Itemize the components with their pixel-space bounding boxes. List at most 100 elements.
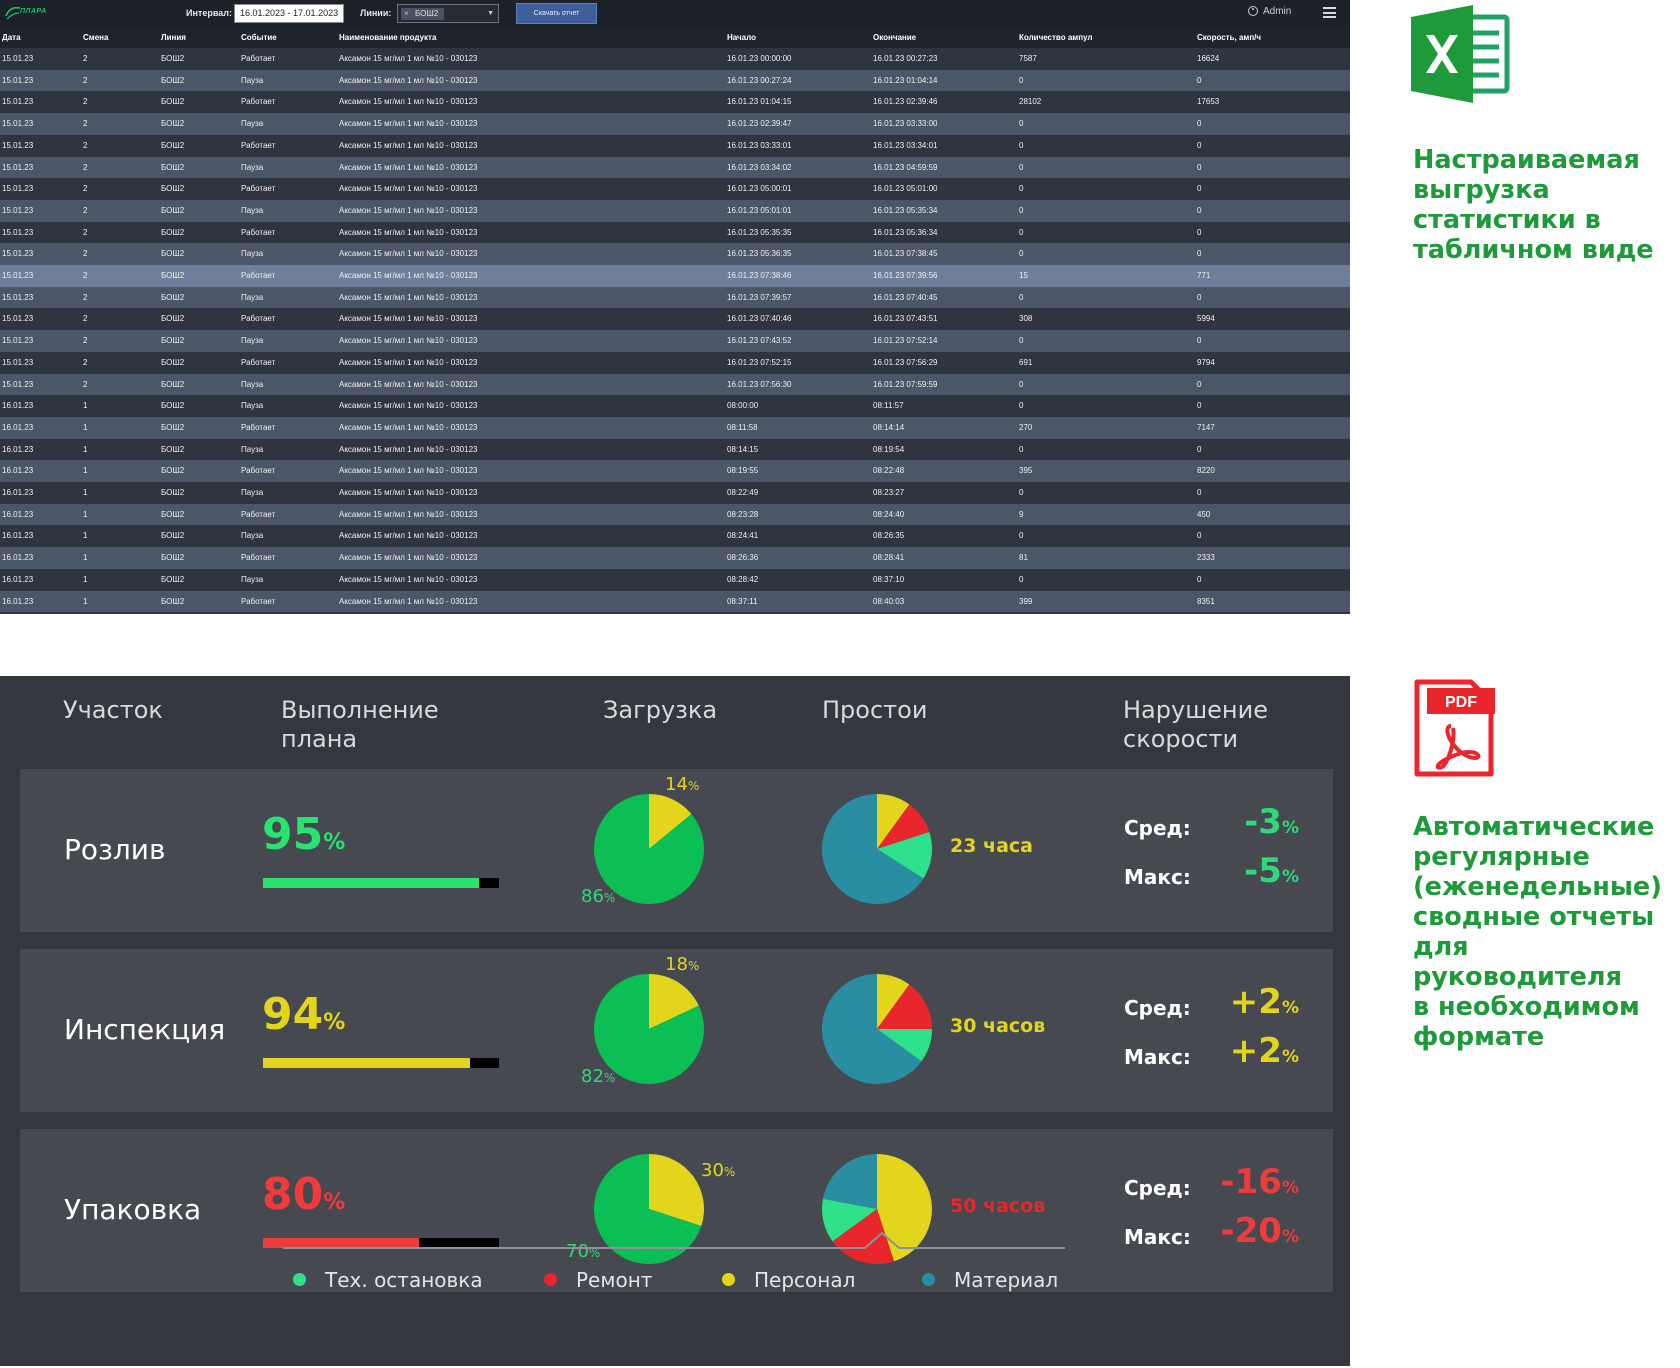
column-header[interactable]: Скорость, амп/ч xyxy=(1197,33,1262,42)
table-row[interactable]: 15.01.23 2 БОШ2 Пауза Аксамон 15 мг/мл 1 мл … xyxy=(0,199,1350,222)
load-work-slice xyxy=(594,1154,702,1264)
table-row[interactable]: 15.01.23 2 БОШ2 Работает Аксамон 15 мг/мл 1 … xyxy=(0,265,1350,287)
table-row[interactable]: 15.01.23 2 БОШ2 Пауза Аксамон 15 мг/мл 1 мл … xyxy=(0,373,1350,396)
table-row[interactable]: 15.01.23 2 БОШ2 Пауза Аксамон 15 мг/мл 1 мл … xyxy=(0,286,1350,309)
column-header[interactable]: Событие xyxy=(241,33,277,42)
table-cell: 16.01.23 05:01:01 xyxy=(727,205,792,215)
column-header[interactable]: Окончание xyxy=(873,33,917,42)
lines-chip[interactable]: × БОШ2 xyxy=(401,8,445,20)
table-cell: 771 xyxy=(1197,271,1211,280)
excel-feature-text: Настраиваемая выгрузка статистики в табл… xyxy=(1413,145,1654,265)
user-icon xyxy=(1248,6,1258,17)
pdf-text-line: в необходимом xyxy=(1413,992,1640,1022)
load-idle-label: 30% xyxy=(701,1160,735,1181)
table-row[interactable]: 16.01.23 1 БОШ2 Пауза Аксамон 15 мг/мл 1 мл … xyxy=(0,525,1350,548)
downtime-pie-chart xyxy=(822,974,932,1084)
table-row[interactable]: 15.01.23 2 БОШ2 Пауза Аксамон 15 мг/мл 1 мл … xyxy=(0,330,1350,352)
table-row[interactable]: 15.01.23 2 БОШ2 Работает Аксамон 15 мг/мл 1 … xyxy=(0,308,1350,331)
table-cell: Аксамон 15 мг/мл 1 мл №10 - 030123 xyxy=(339,292,478,302)
column-header[interactable]: Начало xyxy=(727,33,756,42)
table-cell: 9794 xyxy=(1197,357,1215,367)
header-section: Участок xyxy=(63,696,163,724)
table-cell: 0 xyxy=(1019,574,1024,584)
table-cell: Пауза xyxy=(241,162,264,172)
table-row[interactable]: 16.01.23 1 БОШ2 Пауза Аксамон 15 мг/мл 1 мл … xyxy=(0,438,1350,461)
lines-select[interactable]: × БОШ2 ▼ xyxy=(397,4,499,23)
table-cell: 16.01.23 05:00:01 xyxy=(727,184,792,194)
table-cell: 2 xyxy=(83,205,88,215)
table-row[interactable]: 16.01.23 1 БОШ2 Работает Аксамон 15 мг/мл 1 … xyxy=(0,590,1350,613)
table-cell: Работает xyxy=(241,227,276,237)
table-row[interactable]: 16.01.23 1 БОШ2 Пауза Аксамон 15 мг/мл 1 мл … xyxy=(0,482,1350,504)
table-cell: Пауза xyxy=(241,75,264,85)
table-cell: 16.01.23 xyxy=(2,574,34,584)
column-header[interactable]: Смена xyxy=(83,33,109,42)
report-section: Инспекция 94% 18% 82% 30 часов Сред: Макс: +2% +… xyxy=(20,949,1333,1112)
table-cell: 08:23:28 xyxy=(727,509,759,519)
table-cell: 16.01.23 03:33:00 xyxy=(873,119,938,129)
column-header[interactable]: Линия xyxy=(161,33,186,42)
table-row[interactable]: 16.01.23 1 БОШ2 Работает Аксамон 15 мг/мл 1 … xyxy=(0,547,1350,569)
interval-input[interactable]: 16.01.2023 - 17.01.2023 xyxy=(234,4,344,23)
user-menu[interactable]: Admin xyxy=(1248,6,1291,21)
table-cell: БОШ2 xyxy=(161,488,185,497)
table-cell: Аксамон 15 мг/мл 1 мл №10 - 030123 xyxy=(339,75,478,85)
speed-avg-number: -3 xyxy=(1244,802,1282,842)
legend-dot-icon xyxy=(544,1273,557,1286)
plan-percentage: 95% xyxy=(262,809,345,860)
table-cell: БОШ2 xyxy=(161,444,185,454)
downtime-pie-chart xyxy=(822,794,932,904)
load-pie-chart xyxy=(594,1154,704,1264)
logo-text: ПЛАРА xyxy=(20,8,47,15)
table-cell: Аксамон 15 мг/мл 1 мл №10 - 030123 xyxy=(339,379,478,389)
table-cell: 08:26:35 xyxy=(873,531,905,541)
table-cell: Аксамон 15 мг/мл 1 мл №10 - 030123 xyxy=(339,444,478,454)
table-row[interactable]: 15.01.23 2 БОШ2 Работает Аксамон 15 мг/мл 1 … xyxy=(0,221,1350,244)
speed-max-number: -20 xyxy=(1220,1211,1282,1251)
percent-unit: % xyxy=(603,891,616,905)
table-row[interactable]: 15.01.23 2 БОШ2 Работает Аксамон 15 мг/мл 1 … xyxy=(0,48,1350,70)
table-row[interactable]: 16.01.23 1 БОШ2 Пауза Аксамон 15 мг/мл 1 мл … xyxy=(0,568,1350,591)
table-cell: 2 xyxy=(83,227,88,237)
table-row[interactable]: 16.01.23 1 БОШ2 Работает Аксамон 15 мг/мл 1 … xyxy=(0,416,1350,439)
table-cell: 81 xyxy=(1019,553,1028,563)
table-row[interactable]: 15.01.23 2 БОШ2 Работает Аксамон 15 мг/мл 1 … xyxy=(0,91,1350,114)
table-cell: Работает xyxy=(241,466,276,476)
app-logo[interactable]: ПЛАРА xyxy=(4,3,52,23)
chevron-down-icon[interactable]: ▼ xyxy=(487,10,494,17)
table-cell: 691 xyxy=(1019,357,1033,367)
table-row[interactable]: 15.01.23 2 БОШ2 Работает Аксамон 15 мг/мл 1 … xyxy=(0,134,1350,157)
percent-unit: % xyxy=(1281,1227,1299,1247)
table-cell: 28102 xyxy=(1019,97,1042,107)
legend-dot-icon xyxy=(293,1273,306,1286)
table-cell: БОШ2 xyxy=(161,292,185,302)
table-row[interactable]: 15.01.23 2 БОШ2 Пауза Аксамон 15 мг/мл 1 мл … xyxy=(0,113,1350,135)
table-row[interactable]: 15.01.23 2 БОШ2 Работает Аксамон 15 мг/мл 1 … xyxy=(0,178,1350,200)
table-row[interactable]: 16.01.23 1 БОШ2 Пауза Аксамон 15 мг/мл 1 мл … xyxy=(0,395,1350,417)
table-row[interactable]: 15.01.23 2 БОШ2 Пауза Аксамон 15 мг/мл 1 мл … xyxy=(0,69,1350,92)
load-work-value: 86 xyxy=(581,886,604,907)
table-cell: 1 xyxy=(83,574,88,584)
hamburger-menu-icon[interactable] xyxy=(1323,7,1336,18)
table-cell: 16.01.23 05:35:34 xyxy=(873,205,938,215)
table-cell: 2333 xyxy=(1197,553,1215,563)
table-row[interactable]: 15.01.23 2 БОШ2 Пауза Аксамон 15 мг/мл 1 мл … xyxy=(0,156,1350,179)
load-idle-label: 14% xyxy=(665,774,699,795)
table-cell: 16.01.23 03:34:02 xyxy=(727,162,792,172)
logo-icon xyxy=(5,6,21,20)
table-cell: 15.01.23 xyxy=(2,314,34,324)
table-cell: 2 xyxy=(83,140,88,150)
table-cell: 0 xyxy=(1019,249,1024,259)
table-row[interactable]: 16.01.23 1 БОШ2 Работает Аксамон 15 мг/мл 1 … xyxy=(0,460,1350,482)
chip-remove-icon[interactable]: × xyxy=(404,9,409,18)
column-header[interactable]: Наименование продукта xyxy=(339,33,437,42)
table-cell: 0 xyxy=(1019,75,1024,85)
table-row[interactable]: 15.01.23 2 БОШ2 Пауза Аксамон 15 мг/мл 1 мл … xyxy=(0,243,1350,265)
download-report-button[interactable]: Скачать отчет xyxy=(516,3,597,24)
table-cell: 16.01.23 xyxy=(2,553,34,563)
table-row[interactable]: 16.01.23 1 БОШ2 Работает Аксамон 15 мг/мл 1 … xyxy=(0,503,1350,526)
column-header[interactable]: Дата xyxy=(2,33,21,42)
table-cell: 15.01.23 xyxy=(2,75,34,85)
table-row[interactable]: 15.01.23 2 БОШ2 Работает Аксамон 15 мг/мл 1 … xyxy=(0,351,1350,374)
column-header[interactable]: Количество ампул xyxy=(1019,33,1093,42)
